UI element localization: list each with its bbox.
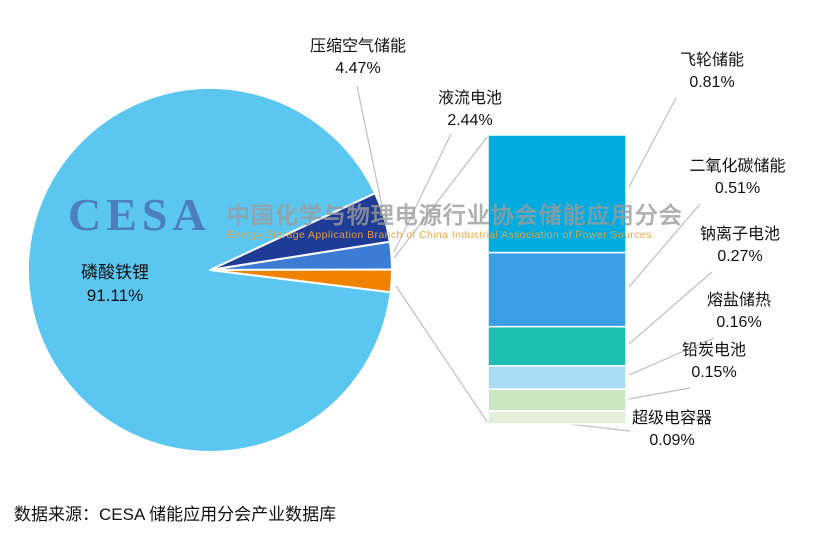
bar-segment-sodium-ion <box>487 325 627 367</box>
label-lead-carbon: 铅炭电池 0.15% <box>639 340 789 383</box>
label-molten-salt: 熔盐储热 0.16% <box>664 290 814 333</box>
label-sodium-ion-value: 0.27% <box>717 247 763 265</box>
label-caes: 压缩空气储能 4.47% <box>268 36 448 79</box>
leader-line <box>628 271 713 345</box>
bar-segment-flywheel <box>487 134 627 254</box>
label-supercap-name: 超级电容器 <box>631 410 712 427</box>
label-lfp-value: 91.11% <box>86 285 144 305</box>
label-flow-battery-name: 液流电池 <box>437 90 502 107</box>
bar-segment-co2 <box>487 251 627 328</box>
label-flow-battery: 液流电池 2.44% <box>390 88 550 131</box>
bar-segment-supercap <box>487 410 627 425</box>
label-supercap-value: 0.09% <box>649 431 695 449</box>
data-source-note: 数据来源：CESA 储能应用分会产业数据库 <box>14 505 337 524</box>
label-lead-carbon-name: 铅炭电池 <box>681 342 746 359</box>
bar-segment-molten-salt <box>487 365 627 390</box>
label-flow-battery-value: 2.44% <box>447 111 493 129</box>
pie-slice-lfp <box>27 87 392 453</box>
label-co2-name: 二氧化碳储能 <box>689 158 786 175</box>
label-molten-salt-value: 0.16% <box>716 313 762 331</box>
leader-line <box>628 387 691 400</box>
leader-line <box>356 85 384 212</box>
label-caes-name: 压缩空气储能 <box>309 38 406 55</box>
label-sodium-ion: 钠离子电池 0.27% <box>665 224 815 267</box>
label-flywheel-name: 飞轮储能 <box>679 52 744 69</box>
label-lead-carbon-value: 0.15% <box>691 363 737 381</box>
label-lfp: 磷酸铁锂 91.11% <box>35 262 195 308</box>
label-sodium-ion-name: 钠离子电池 <box>699 226 780 243</box>
label-flywheel-value: 0.81% <box>689 73 735 91</box>
label-lfp-name: 磷酸铁锂 <box>81 263 149 282</box>
label-co2: 二氧化碳储能 0.51% <box>650 156 825 199</box>
leader-line <box>628 337 715 376</box>
label-flywheel: 飞轮储能 0.81% <box>637 50 787 93</box>
leader-line <box>393 135 489 259</box>
leader-line <box>395 285 489 424</box>
label-supercap: 超级电容器 0.09% <box>597 408 747 451</box>
leader-line <box>628 97 677 188</box>
label-co2-value: 0.51% <box>714 179 761 197</box>
leader-line <box>393 133 452 253</box>
leader-line <box>628 203 701 288</box>
label-molten-salt-name: 熔盐储热 <box>706 292 771 309</box>
label-caes-value: 4.47% <box>335 59 381 77</box>
